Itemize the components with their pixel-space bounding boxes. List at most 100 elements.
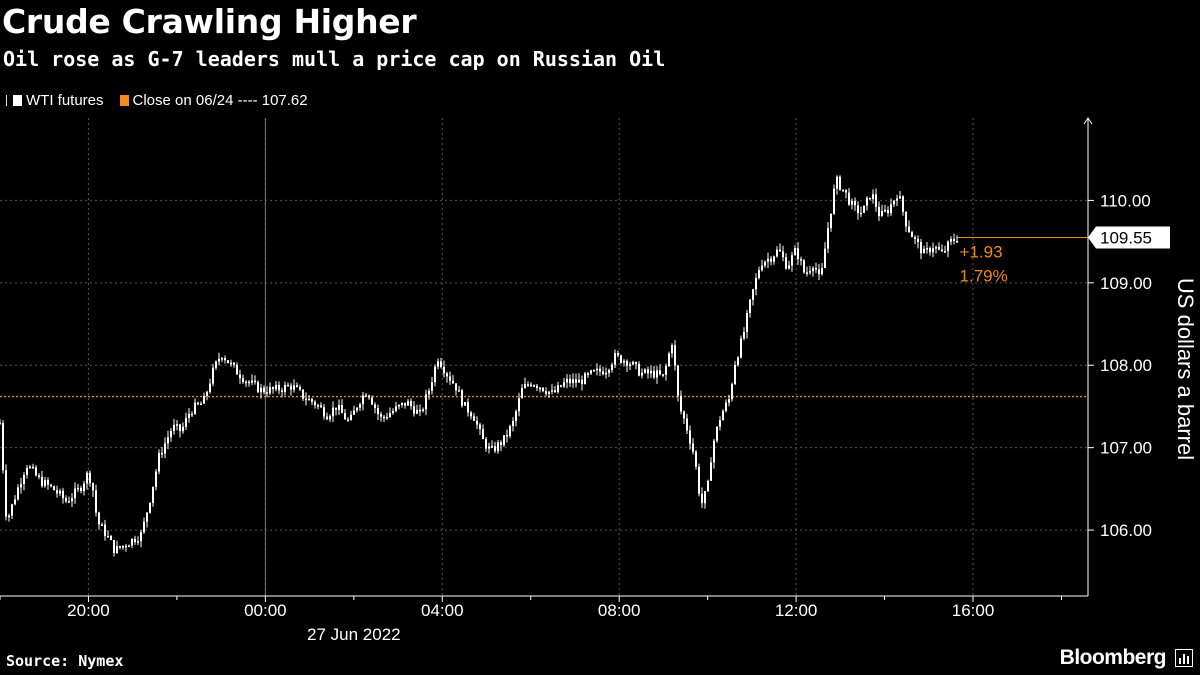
candle-body: [143, 521, 145, 533]
candle-body: [284, 385, 286, 392]
candle-body: [929, 248, 931, 253]
candle-body: [689, 430, 691, 444]
candle-body: [392, 410, 394, 414]
candle-body: [653, 370, 655, 378]
candle-body: [236, 364, 238, 375]
candle-body: [875, 194, 877, 207]
chart-title: Crude Crawling Higher: [2, 2, 417, 41]
candle-body: [308, 398, 310, 401]
candle-body: [950, 238, 952, 242]
candle-body: [170, 431, 172, 438]
candle-body: [86, 472, 88, 484]
candle-body: [107, 536, 109, 538]
candle-body: [923, 248, 925, 254]
candle-body: [176, 424, 178, 426]
candle-body: [599, 368, 601, 372]
candle-body: [470, 412, 472, 417]
candle-body: [335, 407, 337, 410]
candle-body: [539, 387, 541, 390]
candle-body: [548, 391, 550, 394]
candle-body: [347, 419, 349, 421]
candle-body: [731, 384, 733, 400]
candle-body: [809, 271, 811, 273]
candle-body: [620, 355, 622, 363]
legend-item-wti: WTI futures: [6, 92, 104, 109]
candle-body: [14, 499, 16, 505]
candle-body: [716, 426, 718, 441]
x-tick-label: 04:00: [421, 601, 464, 620]
candle-body: [266, 392, 268, 394]
candle-body: [704, 491, 706, 504]
candle-body: [98, 512, 100, 525]
chart-subtitle: Oil rose as G-7 leaders mull a price cap…: [3, 47, 666, 71]
candle-body: [659, 370, 661, 375]
legend-item-close: Close on 06/24 ---- 107.62: [119, 92, 308, 109]
candle-body: [485, 439, 487, 449]
candle-body: [800, 259, 802, 261]
candle-body: [488, 446, 490, 449]
candle-body: [944, 251, 946, 253]
candle-body: [542, 387, 544, 392]
candle-body: [569, 378, 571, 384]
candle-body: [557, 385, 559, 393]
candle-body: [572, 379, 574, 384]
candle-body: [305, 398, 307, 401]
candle-body: [767, 258, 769, 262]
candle-body: [509, 426, 511, 437]
candle-body: [47, 480, 49, 485]
y-tick-label: 108.00: [1100, 356, 1152, 375]
grid: [0, 118, 1088, 596]
candle-body: [248, 381, 250, 384]
candle-body: [386, 416, 388, 419]
candle-body: [815, 268, 817, 270]
candle-body: [452, 380, 454, 384]
candle-body: [122, 545, 124, 548]
candle-body: [650, 370, 652, 374]
candle-body: [710, 462, 712, 481]
candle-body: [113, 539, 115, 553]
candle-body: [899, 196, 901, 199]
candle-body: [680, 395, 682, 412]
candle-body: [329, 416, 331, 420]
candle-body: [566, 378, 568, 383]
candle-body: [8, 515, 10, 518]
candle-body: [38, 475, 40, 477]
candle-body: [407, 401, 409, 406]
candle-body: [293, 385, 295, 390]
candle-body: [887, 209, 889, 214]
candle-body: [200, 403, 202, 406]
candle-body: [344, 413, 346, 420]
candle-body: [926, 248, 928, 250]
candle-body: [422, 409, 424, 411]
candle-body: [920, 242, 922, 254]
x-tick-label: 08:00: [598, 601, 641, 620]
legend-swatch-close: [119, 95, 129, 106]
candle-body: [536, 385, 538, 388]
candle-body: [884, 209, 886, 212]
x-tick-label: 16:00: [952, 601, 995, 620]
candle-body: [50, 484, 52, 487]
candle-body: [20, 484, 22, 488]
candle-body: [245, 381, 247, 384]
candle-body: [278, 384, 280, 391]
candle-body: [842, 189, 844, 192]
candle-body: [674, 345, 676, 366]
y-axis-title: US dollars a barrel: [1173, 278, 1198, 460]
candle-body: [182, 426, 184, 432]
candle-body: [89, 472, 91, 484]
candle-body: [695, 451, 697, 467]
candle-legend-icon: [6, 95, 12, 106]
candle-body: [560, 385, 562, 387]
candle-body: [281, 390, 283, 392]
candle-body: [518, 398, 520, 412]
candle-body: [218, 358, 220, 362]
candle-body: [593, 370, 595, 372]
candle-body: [224, 358, 226, 361]
candle-body: [491, 446, 493, 448]
candle-body: [632, 362, 634, 365]
candle-body: [35, 467, 37, 476]
candle-body: [359, 404, 361, 408]
y-axis-arrow: [1083, 117, 1093, 125]
candle-body: [635, 362, 637, 364]
candle-body: [167, 437, 169, 444]
